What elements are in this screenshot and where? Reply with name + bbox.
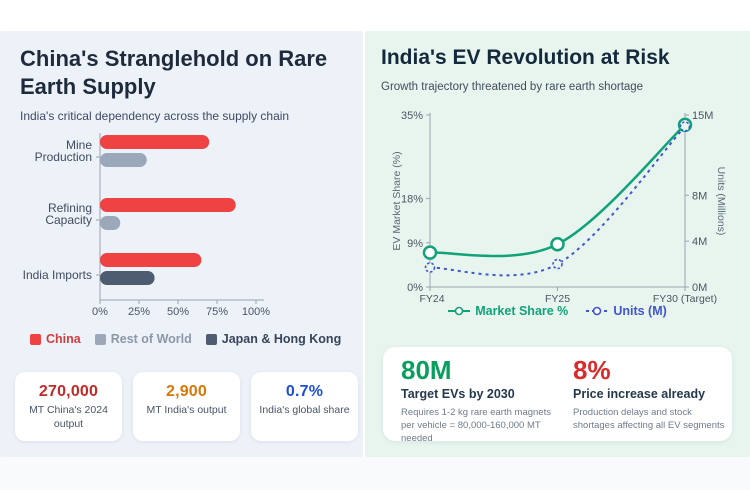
stat-description: Production delays and stock shortages af… xyxy=(573,407,725,432)
svg-text:18%: 18% xyxy=(401,194,423,206)
svg-text:Capacity: Capacity xyxy=(45,213,92,227)
units-m--line xyxy=(429,125,686,277)
legend-item-rest-of-world: Rest of World xyxy=(94,332,192,346)
right-panel-title: India's EV Revolution at Risk xyxy=(381,46,670,69)
stat-target-evs: 80M Target EVs by 2030 Requires 1-2 kg r… xyxy=(401,355,559,446)
legend-label: Market Share % xyxy=(475,304,569,318)
data-point-marker xyxy=(679,121,691,132)
data-point-marker xyxy=(550,236,565,252)
stat-description: Requires 1-2 kg rare earth magnets per v… xyxy=(401,407,551,444)
bar-china xyxy=(100,253,202,267)
svg-text:9%: 9% xyxy=(407,238,423,250)
legend-marker-icon xyxy=(448,306,471,316)
legend-marker-icon xyxy=(586,306,609,316)
stat-value: 80M xyxy=(401,355,452,385)
legend-swatch xyxy=(205,333,217,345)
svg-text:35%: 35% xyxy=(401,110,423,122)
data-point-marker xyxy=(422,245,438,260)
legend-item-market-share-: Market Share % xyxy=(448,304,568,318)
right-panel-subtitle: Growth trajectory threatened by rare ear… xyxy=(381,81,644,93)
svg-text:Refining: Refining xyxy=(48,201,92,215)
stat-value: 8% xyxy=(573,355,611,385)
bar-china xyxy=(100,135,210,149)
bar-rest-of-world xyxy=(100,153,147,167)
svg-text:EV Market Share (%): EV Market Share (%) xyxy=(391,151,403,250)
legend-item-china: China xyxy=(30,332,81,346)
stat-card-global-share: 0.7% India's global share xyxy=(251,372,358,441)
svg-text:75%: 75% xyxy=(206,306,228,318)
svg-text:Production: Production xyxy=(35,150,92,164)
left-panel-title: China's Stranglehold on Rare Earth Suppl… xyxy=(20,46,328,99)
svg-text:Mine: Mine xyxy=(66,138,92,152)
bar-japan-hong-kong xyxy=(100,271,155,285)
stat-value: 0.7% xyxy=(285,383,324,400)
data-point-marker xyxy=(424,262,436,273)
svg-text:Units (Millions): Units (Millions) xyxy=(715,167,727,236)
legend-swatch xyxy=(30,333,41,345)
legend-item-japan-hong-kong: Japan & Hong Kong xyxy=(205,332,342,346)
data-point-marker xyxy=(552,258,563,270)
svg-text:50%: 50% xyxy=(167,306,189,318)
left-stats-row: 270,000 MT China's 2024 output 2,900 MT … xyxy=(15,372,358,441)
svg-text:FY25: FY25 xyxy=(545,293,570,305)
panel-rare-earth-supply: China's Stranglehold on Rare Earth Suppl… xyxy=(0,31,363,457)
svg-text:100%: 100% xyxy=(242,306,270,318)
panel-ev-revolution: India's EV Revolution at Risk Growth tra… xyxy=(365,31,750,457)
line-chart-legend: Market Share % Units (M) xyxy=(365,304,750,318)
left-panel-subtitle: India's critical dependency across the s… xyxy=(20,109,290,123)
svg-text:8M: 8M xyxy=(692,190,707,202)
stat-card-china-output: 270,000 MT China's 2024 output xyxy=(15,372,122,441)
stat-label: Target EVs by 2030 xyxy=(401,387,515,402)
stat-label: India's global share xyxy=(259,404,350,416)
legend-label: Japan & Hong Kong xyxy=(221,332,342,346)
stat-value: 270,000 xyxy=(38,383,99,400)
legend-label: Rest of World xyxy=(110,332,192,346)
svg-text:0%: 0% xyxy=(407,282,423,294)
svg-text:FY24: FY24 xyxy=(419,293,444,305)
market-share--line xyxy=(429,123,686,258)
right-stats-card: 80M Target EVs by 2030 Requires 1-2 kg r… xyxy=(383,347,732,444)
bar-china xyxy=(100,198,236,212)
legend-item-units-m-: Units (M) xyxy=(586,304,667,318)
svg-text:0%: 0% xyxy=(92,306,108,318)
svg-text:0M: 0M xyxy=(692,282,707,294)
footer-strip xyxy=(0,457,750,490)
svg-text:India Imports: India Imports xyxy=(23,268,92,282)
legend-swatch xyxy=(94,333,106,345)
stat-label: MT India's output xyxy=(146,404,227,416)
stat-value: 2,900 xyxy=(165,383,208,400)
legend-label: China xyxy=(46,332,81,346)
svg-text:25%: 25% xyxy=(128,306,150,318)
ev-growth-line-chart: 0% 9% 18% 35% 0M 4M 8M 15M FY24 FY25 FY30 (Target)… xyxy=(391,110,727,305)
bar-rest-of-world xyxy=(100,216,121,230)
svg-text:FY30 (Target): FY30 (Target) xyxy=(653,293,717,305)
stat-label: MT China's 2024 output xyxy=(29,404,108,430)
svg-text:4M: 4M xyxy=(692,236,707,248)
stat-card-india-output: 2,900 MT India's output xyxy=(133,372,240,441)
stat-price-increase: 8% Price increase already Production del… xyxy=(573,355,731,433)
legend-label: Units (M) xyxy=(613,304,667,318)
bar-chart-legend: China Rest of World Japan & Hong Kong xyxy=(30,332,341,346)
svg-text:15M: 15M xyxy=(692,110,713,122)
stat-label: Price increase already xyxy=(573,387,706,402)
